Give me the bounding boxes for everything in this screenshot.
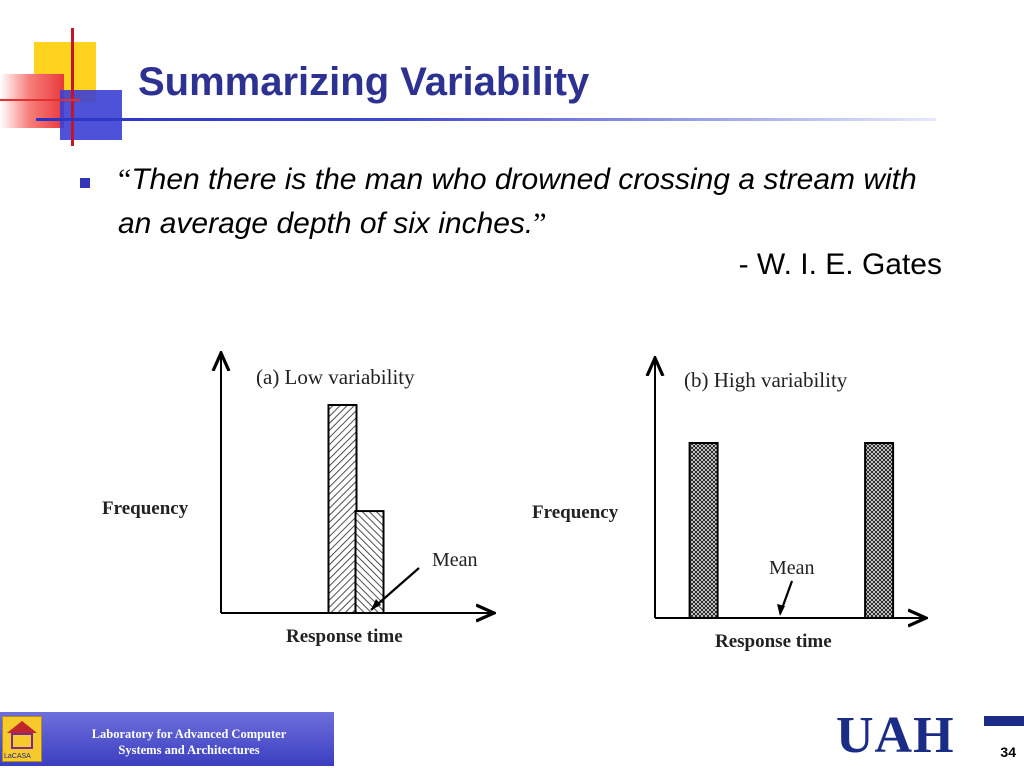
y-axis-label-a: Frequency [102,498,189,519]
uah-logo: UAH [836,707,955,764]
lab-name-line1: Laboratory for Advanced Computer [91,727,287,741]
x-axis-label-a: Response time [286,626,403,647]
page-number: 34 [1000,744,1016,760]
mean-arrowhead-a [371,599,381,610]
mean-label-a: Mean [432,549,478,571]
y-axis-label-b: Frequency [532,502,619,523]
x-axis-label-b: Response time [715,631,832,652]
lacasa-logo: LaCASA [2,716,42,762]
logo-house-icon [11,733,33,749]
bar-2 [354,510,385,614]
chart-svg-a: (a) Low variability Frequency Response t… [102,345,506,647]
plot-area-b [688,442,895,619]
logo-text: LaCASA [4,753,31,760]
lab-name-line2: Systems and Architectures [118,743,260,757]
chart-high-variability: (b) High variability Frequency Response … [528,352,938,662]
chart-title-a: (a) Low variability [256,365,415,389]
title-underline [36,118,936,121]
quote-body: Then there is the man who drowned crossi… [118,163,917,240]
uah-logo-bar [984,716,1024,726]
quote-text: “Then there is the man who drowned cross… [118,158,938,246]
open-quote-mark: “ [118,163,132,196]
bar-1 [327,404,358,614]
decor-blue-square [60,90,122,140]
decor-red-horizontal-line [0,99,80,101]
decor-red-vertical-line [71,28,74,146]
slide-title: Summarizing Variability [138,60,590,104]
logo-roof-icon [7,721,37,733]
close-quote-mark: ” [533,207,547,240]
lab-name: Laboratory for Advanced Computer Systems… [44,726,334,758]
bar-2 [864,442,895,619]
footer-banner [0,712,334,766]
chart-title-b: (b) High variability [684,368,848,392]
mean-label-b: Mean [769,557,815,579]
bullet-icon [80,178,90,188]
bar-1 [688,442,719,619]
plot-area-a [327,404,385,614]
quote-author: - W. I. E. Gates [738,248,942,281]
mean-arrowhead-b [777,604,785,616]
chart-svg-b: (b) High variability Frequency Response … [532,352,938,652]
chart-low-variability: (a) Low variability Frequency Response t… [96,345,506,655]
